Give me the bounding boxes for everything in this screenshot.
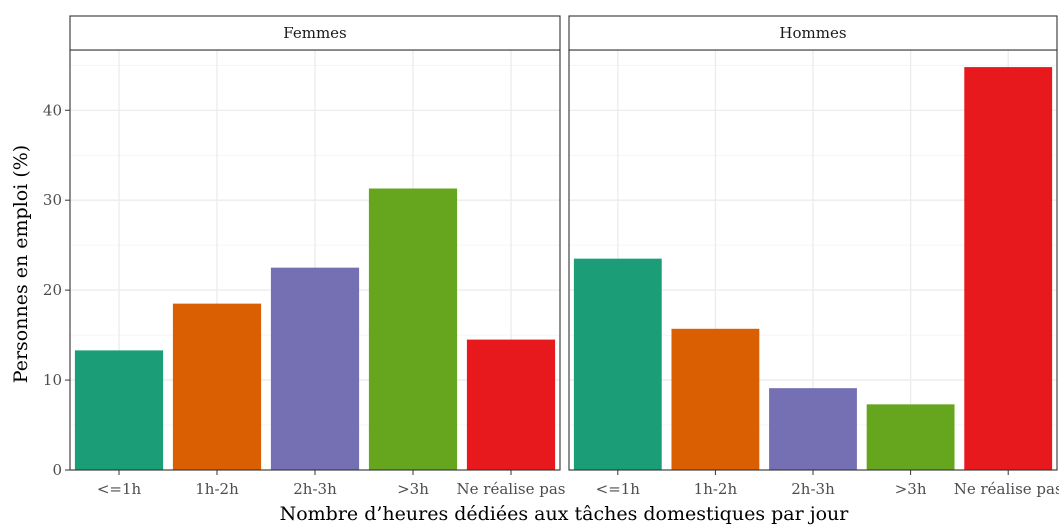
x-tick-label: Ne réalise pas <box>457 480 566 498</box>
x-tick-label: 2h-3h <box>293 480 337 498</box>
facet-panels: 0 10 20 30 40 Femmes <=1h 1h-2h 2h-3h >3h Ne réali… <box>43 15 1059 498</box>
facet-strip-label: Femmes <box>283 24 347 42</box>
bar-femmes-0 <box>74 350 164 470</box>
bar-hommes-3 <box>866 404 955 470</box>
x-tick-label: Ne réalise pas <box>954 480 1059 498</box>
y-tick-label: 30 <box>43 191 62 209</box>
facet-strip <box>69 15 561 51</box>
bar-hommes-4 <box>964 67 1053 470</box>
bar-femmes-4 <box>466 339 556 470</box>
bar-femmes-3 <box>368 188 458 470</box>
x-tick-label: 1h-2h <box>195 480 239 498</box>
facet-strip-label: Hommes <box>779 24 846 42</box>
bar-hommes-1 <box>671 328 760 470</box>
y-tick-label: 20 <box>43 281 62 299</box>
x-tick-label: >3h <box>397 480 429 498</box>
bar-hommes-0 <box>573 258 662 470</box>
y-tick-label: 0 <box>52 461 62 479</box>
x-axis-title: Nombre d’heures dédiées aux tâches domes… <box>280 503 850 525</box>
facet-panel-hommes: Hommes <=1h 1h-2h 2h-3h >3h Ne réalise pas <box>568 15 1059 498</box>
x-tick-label: <=1h <box>97 480 142 498</box>
x-tick-label: 2h-3h <box>791 480 835 498</box>
y-tick-label: 40 <box>43 101 62 119</box>
x-tick-label: >3h <box>895 480 927 498</box>
facet-strip <box>568 15 1058 51</box>
y-tick-label: 10 <box>43 371 62 389</box>
x-tick-label: <=1h <box>596 480 641 498</box>
bar-femmes-2 <box>270 267 360 470</box>
bar-femmes-1 <box>172 303 262 470</box>
y-axis-title: Personnes en emploi (%) <box>10 145 32 383</box>
bar-hommes-2 <box>769 388 857 470</box>
x-tick-label: 1h-2h <box>694 480 738 498</box>
facet-panel-femmes: Femmes <=1h 1h-2h 2h-3h >3h Ne réalise pas <box>69 15 566 498</box>
